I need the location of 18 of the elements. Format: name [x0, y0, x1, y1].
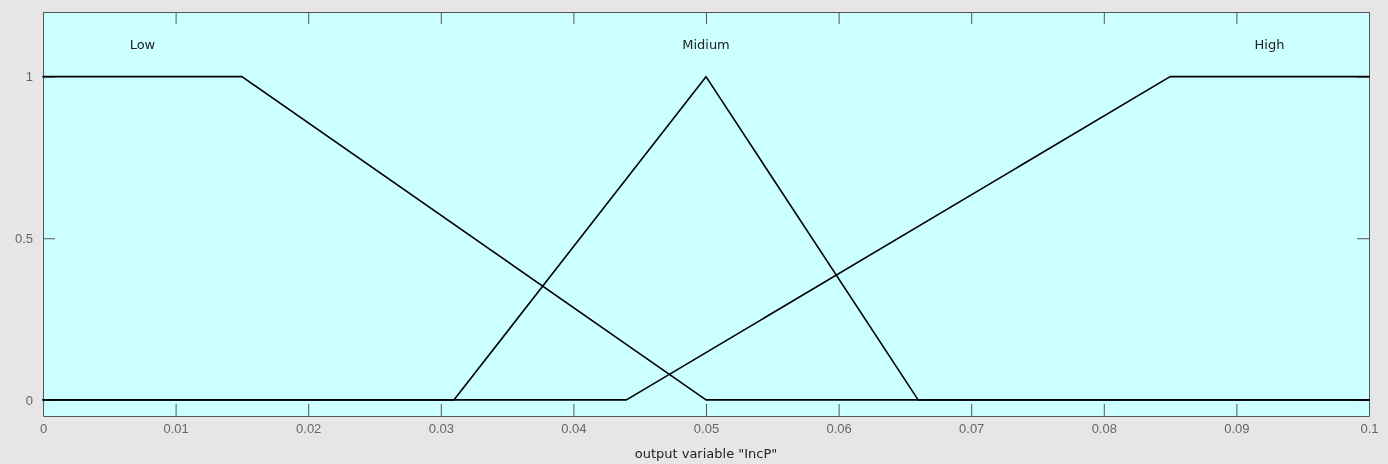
x-tick-label: 0.06	[826, 421, 852, 437]
series-label: Low	[129, 37, 156, 52]
y-tick-label: 0	[25, 392, 33, 408]
x-tick-label: 0.01	[163, 421, 189, 437]
x-tick-label: 0.09	[1224, 421, 1250, 437]
x-tick-label: 0.08	[1091, 421, 1117, 437]
x-tick-label: 0	[39, 421, 48, 437]
y-tick-label: 0.5	[14, 230, 33, 246]
x-tick-label: 0.07	[959, 421, 985, 437]
x-tick-label: 0.02	[296, 421, 322, 437]
x-tick-label: 0.05	[693, 421, 720, 437]
x-tick-label: 0.03	[428, 421, 454, 437]
x-axis-title: output variable "IncP"	[634, 446, 778, 461]
x-tick-label: 0.04	[561, 421, 587, 437]
x-tick-label: 0.1	[1360, 421, 1379, 437]
y-tick-label: 1	[25, 69, 33, 85]
series-label: High	[1254, 37, 1285, 52]
text: Midium	[682, 37, 730, 52]
